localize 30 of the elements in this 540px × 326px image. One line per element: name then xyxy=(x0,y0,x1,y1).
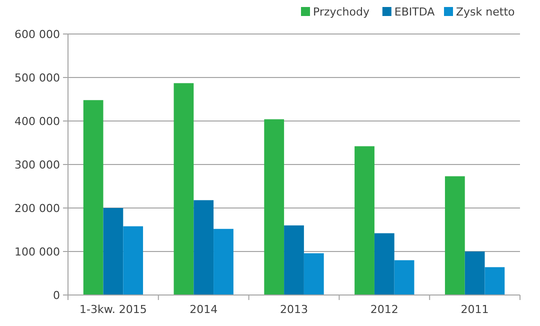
legend-label: Przychody xyxy=(313,6,370,18)
x-tick-label: 1-3kw. 2015 xyxy=(80,303,147,316)
x-tick-label: 2013 xyxy=(280,303,308,316)
legend-label: EBITDA xyxy=(394,6,436,18)
x-tick-label: 2012 xyxy=(370,303,398,316)
bar xyxy=(284,225,304,295)
bar xyxy=(264,119,284,295)
bar xyxy=(374,233,394,295)
bar xyxy=(304,253,324,295)
bar xyxy=(444,176,465,295)
y-tick-label: 0 xyxy=(53,288,60,302)
bar xyxy=(484,267,505,295)
bar xyxy=(174,83,194,295)
y-tick-label: 100 000 xyxy=(14,245,60,258)
y-tick-label: 300 000 xyxy=(14,158,60,172)
x-tick-label: 2014 xyxy=(190,303,218,316)
bar xyxy=(354,146,374,295)
y-tick-label: 400 000 xyxy=(14,114,60,128)
legend-label: Zysk netto xyxy=(456,6,516,18)
bar xyxy=(464,252,485,295)
bar xyxy=(394,260,414,295)
bar xyxy=(83,100,104,295)
x-tick-label: 2011 xyxy=(460,303,489,316)
y-tick-label: 600 000 xyxy=(14,28,60,41)
bar xyxy=(214,228,234,295)
y-tick-label: 200 000 xyxy=(14,202,60,215)
bar xyxy=(103,208,124,295)
bar xyxy=(194,200,214,295)
y-tick-label: 500 000 xyxy=(14,71,60,84)
bar xyxy=(123,226,144,295)
